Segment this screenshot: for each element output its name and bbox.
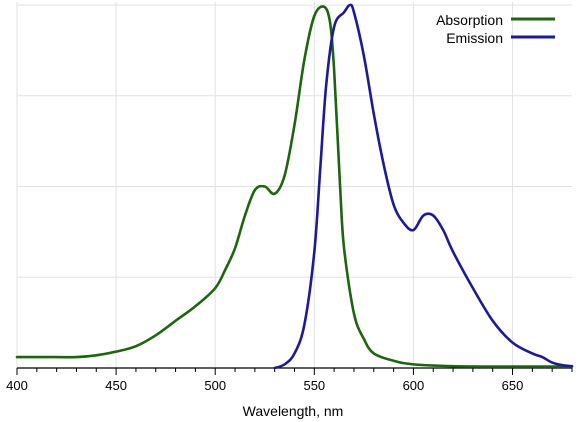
x-tick-label: 650: [502, 378, 524, 393]
series-lines: [15, 3, 574, 370]
x-axis-title: Wavelength, nm: [243, 403, 344, 419]
x-tick-label: 550: [303, 378, 325, 393]
legend: Absorption Emission: [436, 12, 555, 46]
series-line-emission: [273, 3, 574, 370]
legend-label-emission: Emission: [446, 30, 503, 46]
legend-label-absorption: Absorption: [436, 12, 503, 28]
grid: [16, 2, 572, 368]
x-axis: 400 450 500 550 600 650: [6, 367, 573, 393]
x-tick-label: 600: [403, 378, 425, 393]
x-tick-label: 450: [105, 378, 127, 393]
series-line-absorption: [15, 5, 574, 368]
x-tick-label: 500: [204, 378, 226, 393]
x-tick-label: 400: [6, 378, 28, 393]
